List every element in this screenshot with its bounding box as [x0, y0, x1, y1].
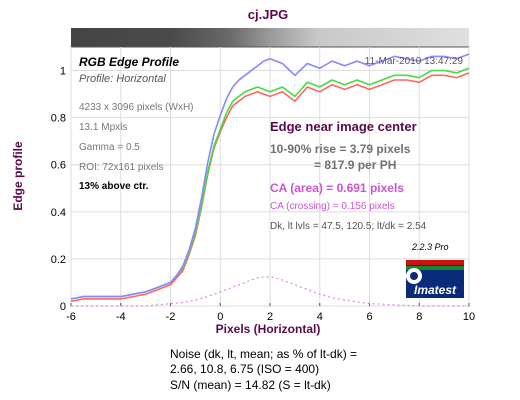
noise-line-2: 2.66, 10.8, 6.75 (ISO = 400) — [170, 362, 319, 376]
imatest-logo: Imatest — [406, 260, 464, 298]
chart-title: cj.JPG — [248, 7, 288, 22]
y-axis-ticks: 0 0.2 0.4 0.6 0.8 1 — [51, 66, 66, 313]
results-heading: Edge near image center — [270, 119, 417, 134]
ca-crossing: CA (crossing) = 0.156 pixels — [270, 201, 395, 212]
noise-line-3: S/N (mean) = 14.82 (S = lt-dk) — [170, 378, 331, 392]
gamma: Gamma = 0.5 — [79, 142, 140, 153]
position: 13% above ctr. — [79, 181, 149, 192]
x-tick-label: 8 — [416, 311, 422, 323]
x-tick-label: 10 — [463, 311, 475, 323]
y-tick-label: 0 — [60, 301, 66, 313]
x-tick-label: 2 — [267, 311, 273, 323]
x-tick-label: -2 — [166, 311, 176, 323]
logo-text: Imatest — [414, 283, 457, 297]
y-tick-label: 0.6 — [51, 160, 66, 172]
x-axis-label: Pixels (Horizontal) — [216, 322, 321, 336]
y-tick-label: 0.8 — [51, 113, 66, 125]
ca-area: CA (area) = 0.691 pixels — [270, 181, 404, 195]
rise-value: 10-90% rise = 3.79 pixels — [270, 142, 411, 156]
megapixels: 13.1 Mpxls — [79, 122, 127, 133]
x-tick-label: 4 — [317, 311, 323, 323]
x-axis-ticks: -6 -4 -2 0 2 4 6 8 10 — [66, 303, 475, 323]
series-line-1 — [70, 72, 470, 303]
series-group — [70, 53, 470, 307]
edge-image-strip — [71, 28, 469, 47]
series-line-3 — [70, 53, 470, 300]
panel-title: RGB Edge Profile — [79, 55, 179, 69]
y-tick-label: 0.4 — [51, 207, 66, 219]
panel-subtitle: Profile: Horizontal — [79, 73, 166, 85]
y-tick-label: 0.2 — [51, 254, 66, 266]
timestamp: 11-Mar-2010 13:47:29 — [365, 56, 464, 67]
rise-per-ph: = 817.9 per PH — [314, 158, 396, 172]
image-info: 4233 x 3096 pixels (WxH) — [79, 102, 194, 113]
x-tick-label: -4 — [116, 311, 126, 323]
roi: ROI: 72x161 pixels — [79, 162, 164, 173]
series-line-4 — [71, 276, 469, 307]
x-tick-label: 6 — [366, 311, 372, 323]
x-tick-label: -6 — [66, 311, 76, 323]
dark-light-levels: Dk, lt lvls = 47.5, 120.5; lt/dk = 2.54 — [270, 221, 427, 232]
x-tick-label: 0 — [217, 311, 223, 323]
y-axis-label: Edge profile — [11, 141, 25, 211]
noise-line-1: Noise (dk, lt, mean; as % of lt-dk) = — [170, 347, 357, 361]
y-tick-label: 1 — [60, 66, 66, 78]
version-label: 2.2.3 Pro — [411, 242, 449, 252]
